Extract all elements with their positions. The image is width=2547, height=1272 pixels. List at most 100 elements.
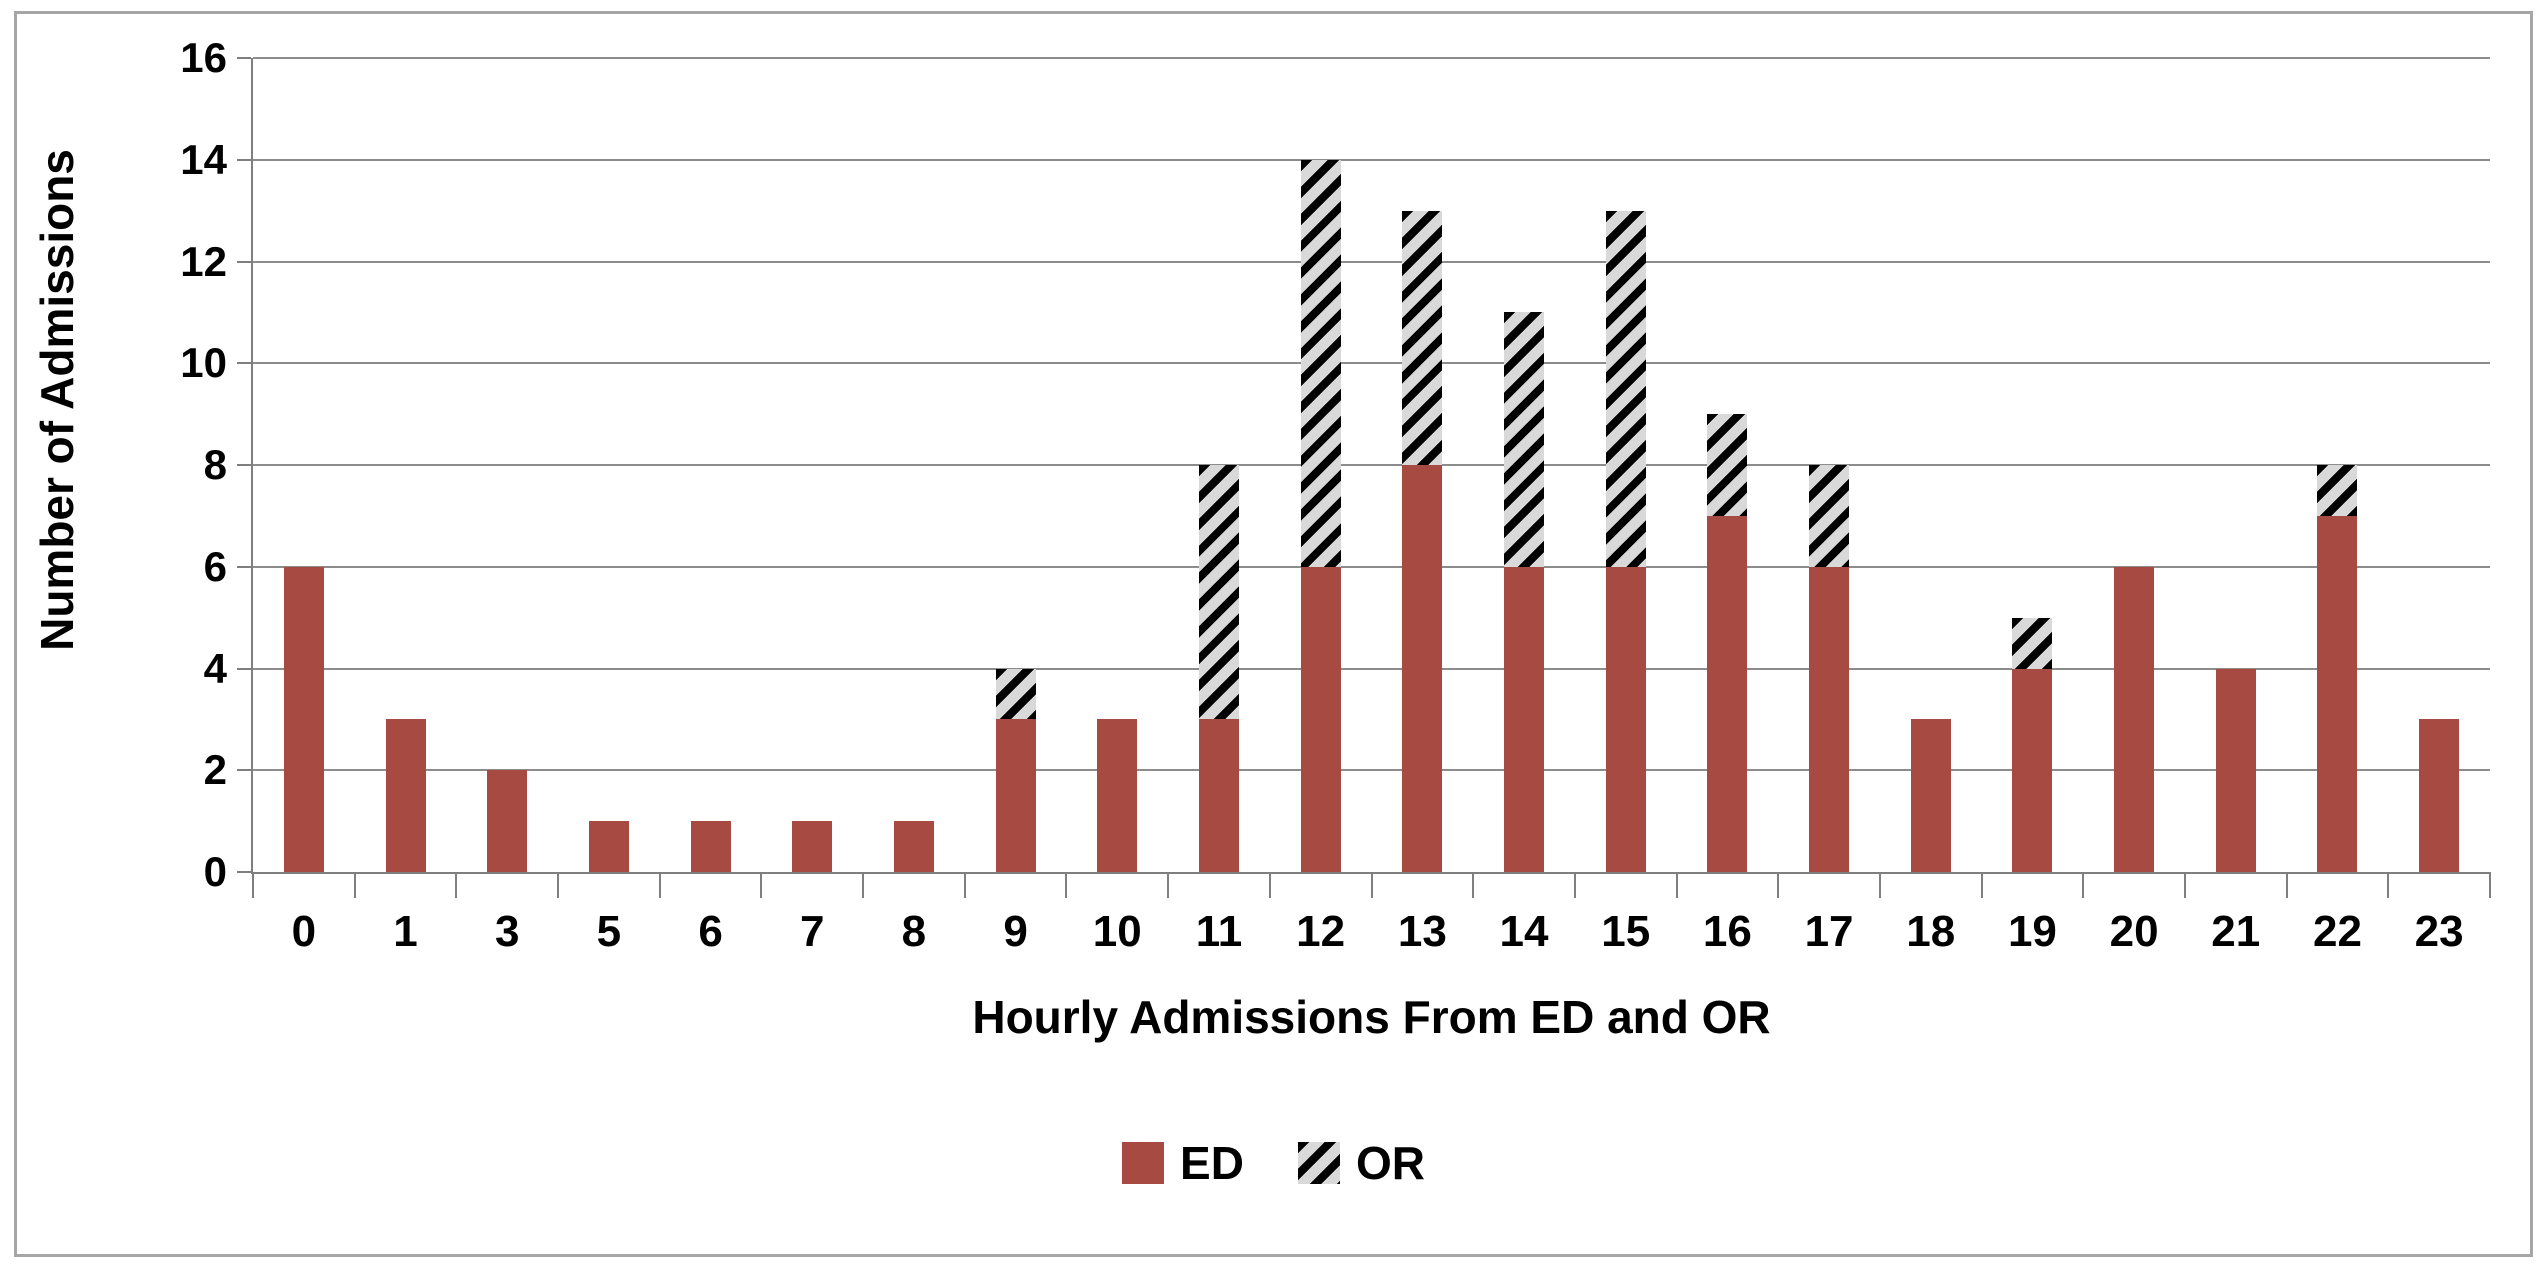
bar-ed-segment (2215, 668, 2256, 872)
x-axis-tick-15 (1777, 872, 1780, 898)
bar-or-segment (2012, 617, 2053, 669)
x-axis-tick-8 (1065, 872, 1068, 898)
x-axis-tick-20 (2285, 872, 2288, 898)
x-tick-label-6: 6 (698, 907, 723, 956)
x-tick-label-11: 11 (1195, 907, 1243, 956)
y-tick-label-6: 6 (203, 542, 227, 590)
x-axis-tick-17 (1980, 872, 1983, 898)
bar-ed-segment (588, 821, 629, 872)
y-axis-title: Number of Admissions (31, 149, 83, 651)
x-axis-tick-21 (2387, 872, 2390, 898)
x-tick-label-0: 0 (291, 907, 317, 956)
x-tick-label-20: 20 (2109, 907, 2159, 956)
bar-ed-segment (1300, 566, 1341, 872)
y-tick-label-16: 16 (180, 34, 227, 81)
x-axis-title: Hourly Admissions From ED and OR (972, 991, 1771, 1043)
x-axis-tick-6 (862, 872, 865, 898)
bar-or-segment (1504, 312, 1545, 567)
x-axis-tick-0 (252, 872, 254, 898)
gridline-y-16 (253, 57, 2490, 59)
y-axis-tick-10 (237, 362, 251, 365)
bar-ed-segment (487, 770, 528, 872)
bar-ed-segment (690, 821, 731, 872)
bar-ed-segment (2317, 515, 2358, 872)
x-tick-label-8: 8 (901, 907, 927, 956)
legend-entry-ed: ED (1122, 1140, 1244, 1186)
x-axis-tick-9 (1167, 872, 1170, 898)
bar-or-segment (1198, 465, 1239, 720)
bar-or-segment (1605, 210, 1646, 567)
legend: ED OR (0, 1140, 2547, 1186)
x-tick-label-17: 17 (1804, 907, 1854, 956)
bar-ed-segment (1910, 719, 1951, 872)
or-legend-swatch (1297, 1142, 1340, 1184)
x-tick-label-9: 9 (1003, 907, 1028, 956)
y-tick-label-2: 2 (203, 746, 227, 794)
gridline-y-10 (253, 362, 2490, 365)
x-tick-label-3: 3 (494, 907, 520, 956)
x-axis-tick-22 (2489, 872, 2491, 898)
x-tick-label-5: 5 (596, 907, 622, 956)
bar-ed-segment (995, 719, 1036, 872)
gridline-y-2 (253, 769, 2490, 772)
y-axis-tick-0 (237, 871, 251, 873)
x-axis-tick-5 (760, 872, 763, 898)
x-axis-tick-11 (1370, 872, 1373, 898)
x-tick-label-7: 7 (800, 907, 825, 956)
x-axis-tick-18 (2082, 872, 2085, 898)
x-tick-label-15: 15 (1601, 907, 1651, 956)
x-axis-tick-19 (2183, 872, 2186, 898)
y-tick-label-0: 0 (203, 848, 227, 895)
y-axis-tick-2 (237, 769, 251, 772)
x-tick-label-21: 21 (2211, 907, 2261, 956)
bar-ed-segment (1198, 719, 1239, 872)
x-tick-label-13: 13 (1397, 907, 1447, 956)
or-legend-label: OR (1355, 1137, 1425, 1189)
x-tick-label-16: 16 (1702, 907, 1752, 956)
x-axis-tick-4 (658, 872, 661, 898)
gridline-y-4 (253, 667, 2490, 670)
chart-frame (14, 11, 2533, 1257)
bar-ed-segment (792, 821, 833, 872)
y-tick-label-10: 10 (180, 339, 227, 387)
x-tick-label-14: 14 (1499, 907, 1549, 956)
bar-or-segment (1300, 159, 1341, 567)
x-tick-label-18: 18 (1906, 907, 1956, 956)
ed-legend-label: ED (1180, 1137, 1244, 1189)
y-axis-tick-12 (237, 260, 251, 263)
x-axis-tick-7 (963, 872, 966, 898)
y-axis-tick-8 (237, 464, 251, 466)
x-tick-label-22: 22 (2312, 907, 2362, 956)
x-tick-label-12: 12 (1296, 907, 1346, 956)
plot-area: 0 2 4 6 8 10 12 14 16 0 1 3 5 6 7 8 9 10 11 12 13 14 15 16 17 18 1… (180, 34, 2491, 956)
x-tick-label-10: 10 (1092, 907, 1142, 956)
y-axis-tick-16 (237, 57, 251, 59)
bar-ed-segment (2114, 566, 2155, 872)
y-axis-tick-4 (237, 667, 251, 670)
bar-ed-segment (1097, 719, 1138, 872)
x-axis-tick-2 (455, 872, 458, 898)
y-tick-label-12: 12 (180, 237, 227, 285)
legend-entry-or: OR (1297, 1137, 1425, 1189)
bar-or-segment (995, 668, 1036, 720)
y-tick-label-14: 14 (180, 135, 227, 183)
y-axis-tick-6 (237, 565, 251, 568)
bar-ed-segment (1809, 566, 1850, 872)
x-tick-label-23: 23 (2414, 907, 2464, 956)
gridline-y-14 (253, 158, 2490, 161)
y-axis-tick-14 (237, 158, 251, 161)
bar-ed-segment (385, 719, 426, 872)
bar-ed-segment (1402, 465, 1443, 872)
bar-or-segment (1402, 210, 1443, 465)
y-axis-line (251, 58, 253, 872)
bar-ed-segment (1504, 566, 1545, 872)
x-axis-tick-3 (557, 872, 560, 898)
bar-ed-segment (1605, 566, 1646, 872)
x-axis-tick-16 (1878, 872, 1881, 898)
bar-ed-segment (893, 821, 934, 872)
x-axis-tick-13 (1573, 872, 1576, 898)
bar-or-segment (2317, 465, 2358, 516)
x-axis-tick-12 (1472, 872, 1475, 898)
x-axis-tick-10 (1268, 872, 1271, 898)
